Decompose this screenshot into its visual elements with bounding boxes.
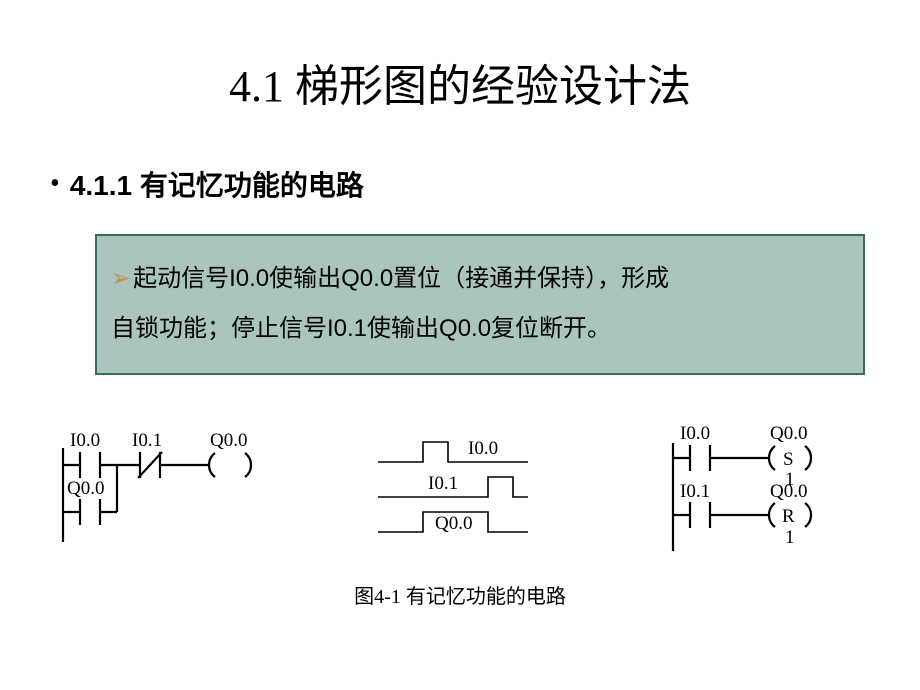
subtitle-text: 4.1.1 有记忆功能的电路	[70, 164, 364, 204]
subtitle-row: • 4.1.1 有记忆功能的电路	[0, 164, 920, 204]
page-title: 4.1 梯形图的经验设计法	[0, 0, 920, 114]
label-sr-i00: I0.0	[680, 425, 710, 444]
label-q00: Q0.0	[210, 432, 247, 451]
description-box: ➢起动信号I0.0使输出Q0.0置位（接通并保持），形成 自锁功能；停止信号I0…	[95, 234, 865, 375]
desc-line-1: 起动信号I0.0使输出Q0.0置位（接通并保持），形成	[133, 265, 669, 292]
label-sr-q00: Q0.0	[770, 425, 807, 444]
timing-diagram: I0.0 I0.1 Q0.0	[368, 432, 578, 552]
label-r: R	[782, 506, 795, 527]
bullet-icon: •	[50, 168, 60, 200]
label-i00: I0.0	[70, 432, 100, 451]
label-i01: I0.1	[132, 432, 162, 451]
arrow-icon: ➢	[111, 265, 131, 292]
figure-caption: 图4-1 有记忆功能的电路	[0, 580, 920, 609]
label-q00b: Q0.0	[67, 478, 104, 499]
diagrams-row: I0.0 I0.1 Q0.0 Q0.0 I0.0	[0, 425, 920, 560]
label-sr-q00b: Q0.0	[770, 481, 807, 502]
label-sr-i01: I0.1	[680, 481, 710, 502]
ladder-diagram-1: I0.0 I0.1 Q0.0 Q0.0	[55, 432, 280, 552]
label-t-i00: I0.0	[468, 438, 498, 459]
ladder-diagram-2: I0.0 S Q0.0 1 I0.1 R Q0.0 1	[665, 425, 865, 560]
label-t-i01: I0.1	[428, 473, 458, 494]
label-t-q00: Q0.0	[435, 513, 472, 534]
label-r-one: 1	[785, 527, 795, 548]
desc-line-2: 自锁功能；停止信号I0.1使输出Q0.0复位断开。	[111, 315, 611, 342]
label-s: S	[783, 449, 794, 470]
